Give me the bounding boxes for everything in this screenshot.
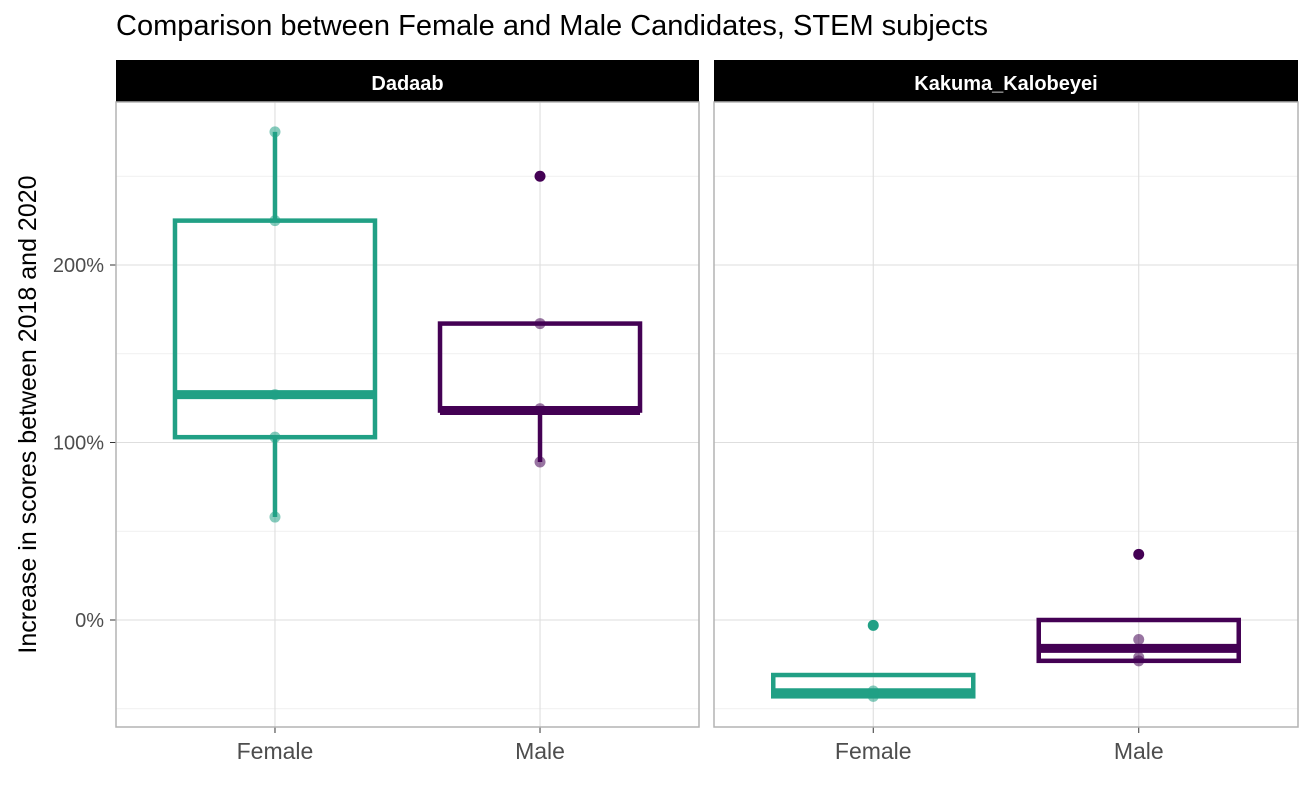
outlier-point xyxy=(534,170,546,182)
facet-strip-label: Dadaab xyxy=(371,73,443,95)
data-point xyxy=(269,431,281,443)
data-point xyxy=(269,389,281,401)
data-point xyxy=(269,126,281,138)
data-point xyxy=(269,215,281,227)
panel-border xyxy=(115,101,700,728)
x-tick-label: Male xyxy=(515,738,565,764)
frame-layer xyxy=(110,60,1299,733)
facet-strip-label: Kakuma_Kalobeyei xyxy=(914,73,1097,95)
data-point xyxy=(534,456,546,468)
y-tick-label: 100% xyxy=(53,433,104,455)
data-point xyxy=(534,403,546,415)
panel-border xyxy=(713,101,1299,728)
chart-title: Comparison between Female and Male Candi… xyxy=(116,10,989,42)
marks-layer xyxy=(172,126,1241,702)
facet-strip xyxy=(116,60,699,102)
data-point xyxy=(1133,634,1145,646)
x-tick-label: Female xyxy=(835,738,912,764)
data-point xyxy=(534,318,546,330)
grid-layer xyxy=(116,102,1298,727)
data-point xyxy=(1133,655,1145,667)
text-layer: 0% 100% 200% Increase in scores between 201… xyxy=(14,73,1164,764)
outlier-point xyxy=(867,619,879,631)
outlier-point xyxy=(1133,548,1145,560)
y-tick-label: 200% xyxy=(53,255,104,277)
data-point xyxy=(269,511,281,523)
data-point xyxy=(867,690,879,702)
facet-strip xyxy=(714,60,1298,102)
y-tick-label: 0% xyxy=(75,610,104,632)
x-tick-label: Female xyxy=(237,738,314,764)
x-tick-label: Male xyxy=(1114,738,1164,764)
y-axis-title: Increase in scores between 2018 and 2020 xyxy=(14,175,42,653)
